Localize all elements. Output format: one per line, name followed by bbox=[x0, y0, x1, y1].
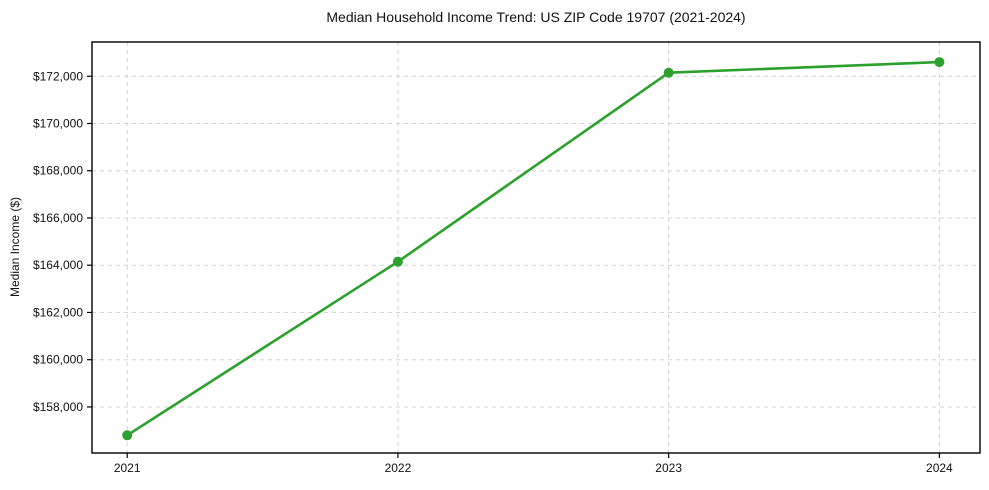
x-tick-label: 2023 bbox=[655, 461, 682, 475]
y-tick-label: $164,000 bbox=[33, 258, 83, 272]
y-tick-label: $166,000 bbox=[33, 211, 83, 225]
x-tick-label: 2021 bbox=[114, 461, 141, 475]
data-point-2022 bbox=[392, 256, 403, 267]
y-tick-label: $172,000 bbox=[33, 69, 83, 83]
data-point-2023 bbox=[663, 67, 674, 78]
chart-title: Median Household Income Trend: US ZIP Co… bbox=[326, 9, 746, 25]
x-tick-label: 2022 bbox=[385, 461, 412, 475]
y-tick-label: $158,000 bbox=[33, 400, 83, 414]
plot-border bbox=[91, 41, 981, 454]
y-tick-label: $168,000 bbox=[33, 164, 83, 178]
y-tick-label: $170,000 bbox=[33, 116, 83, 130]
data-point-2024 bbox=[934, 57, 945, 68]
y-tick-label: $162,000 bbox=[33, 305, 83, 319]
data-point-2021 bbox=[122, 430, 133, 441]
income-trend-line bbox=[125, 60, 941, 437]
x-tick-label: 2024 bbox=[926, 461, 953, 475]
y-tick-label: $160,000 bbox=[33, 353, 83, 367]
